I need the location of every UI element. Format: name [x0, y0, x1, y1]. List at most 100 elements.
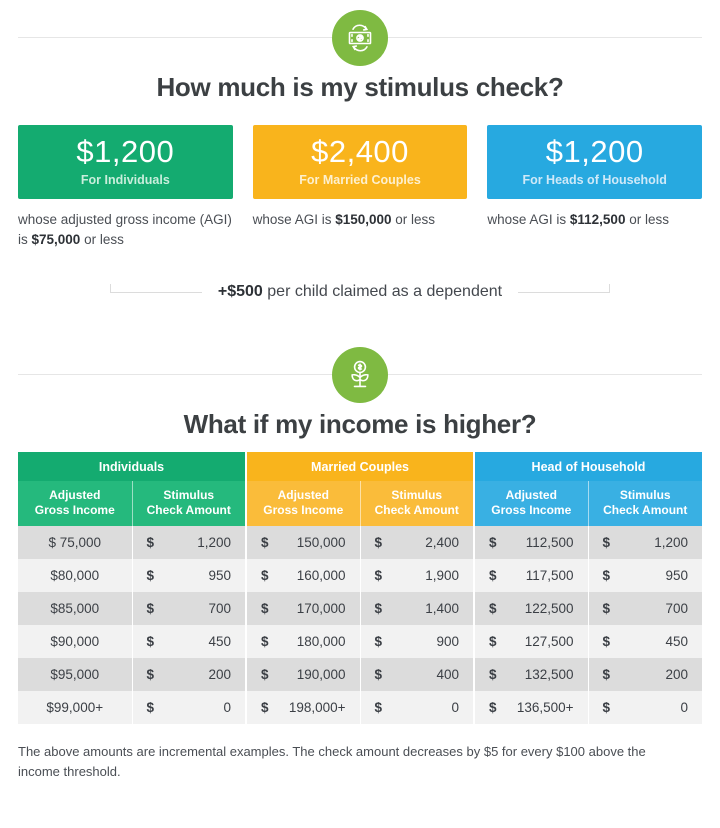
currency-symbol: $: [261, 634, 269, 650]
cell-married-agi: $198,000+: [245, 691, 360, 725]
cell-hoh-amount: $950: [587, 559, 702, 593]
column-header-line1: Stimulus: [391, 488, 443, 503]
column-header-line2: Gross Income: [34, 503, 115, 518]
amount-value: 400: [436, 667, 459, 683]
currency-symbol: $: [489, 601, 497, 617]
dependent-bonus-amount: +$500: [217, 283, 263, 301]
currency-symbol: $: [602, 700, 611, 716]
cell-individuals-agi: $95,000: [18, 658, 132, 692]
amount-value: 150,000: [296, 535, 346, 551]
currency-symbol: $: [261, 667, 269, 683]
column-header-line2: Check Amount: [146, 503, 231, 518]
cell-individuals-agi: $99,000+: [18, 691, 132, 725]
cell-hoh-agi: $136,500+: [473, 691, 588, 725]
table-row: $85,000 $700 $170,000 $1,400 $122,500 $7…: [18, 592, 702, 626]
group-header-individuals: Individuals: [18, 452, 246, 482]
currency-symbol: $: [602, 568, 611, 584]
card-body-heads-of-household: $1,200 For Heads of Household: [487, 125, 703, 199]
cell-individuals-amount: $450: [131, 625, 246, 659]
column-header-hoh-amount: Stimulus Check Amount: [587, 481, 702, 527]
currency-symbol: $: [146, 667, 155, 683]
card-label: For Individuals: [80, 172, 170, 187]
card-note: whose AGI is $112,500 or less: [487, 210, 702, 230]
section-two-header: What if my income is higher?: [18, 337, 702, 440]
currency-symbol: $: [261, 535, 269, 551]
currency-symbol: $: [146, 535, 155, 551]
cell-individuals-amount: $200: [131, 658, 246, 692]
currency-symbol: $: [374, 634, 383, 650]
currency-symbol: $: [602, 634, 611, 650]
currency-symbol: $: [602, 601, 611, 617]
amount-value: 1,200: [197, 535, 231, 551]
table-group-header-row: Individuals Married Couples Head of Hous…: [18, 452, 702, 482]
money-plant-growth-icon: [332, 347, 388, 404]
currency-symbol: $: [146, 700, 155, 716]
card-note-threshold: $112,500: [569, 212, 626, 227]
cell-individuals-agi: $ 75,000: [18, 526, 132, 560]
section-one-badge-wrap: [18, 0, 702, 76]
card-note-pre: whose AGI is: [487, 212, 570, 227]
section-two-badge-wrap: [18, 337, 702, 413]
cell-hoh-amount: $700: [587, 592, 702, 626]
card-label: For Married Couples: [299, 172, 421, 187]
amount-value: 132,500: [524, 667, 574, 683]
cell-married-amount: $900: [359, 625, 474, 659]
cell-hoh-amount: $200: [587, 658, 702, 692]
cell-hoh-agi: $112,500: [473, 526, 588, 560]
currency-symbol: $: [489, 535, 497, 551]
currency-symbol: $: [261, 601, 269, 617]
amount-value: 700: [208, 601, 231, 617]
cell-individuals-agi: $80,000: [18, 559, 132, 593]
cell-hoh-amount: $1,200: [587, 526, 702, 560]
amount-value: 1,900: [425, 568, 459, 584]
currency-symbol: $: [374, 568, 383, 584]
cell-married-agi: $160,000: [245, 559, 360, 593]
currency-symbol: $: [146, 568, 155, 584]
cell-married-amount: $1,900: [359, 559, 474, 593]
currency-symbol: $: [602, 535, 611, 551]
amount-value: 190,000: [296, 667, 346, 683]
section-two-title: What if my income is higher?: [183, 409, 537, 440]
amount-value: 160,000: [296, 568, 346, 584]
table-body: $ 75,000 $1,200 $150,000 $2,400 $112,500…: [18, 526, 702, 725]
group-header-head-of-household: Head of Household: [473, 452, 702, 482]
cell-individuals-agi: $90,000: [18, 625, 132, 659]
currency-symbol: $: [489, 700, 497, 716]
currency-symbol: $: [261, 700, 269, 716]
currency-symbol: $: [489, 568, 497, 584]
card-note: whose AGI is $150,000 or less: [253, 210, 468, 230]
amount-value: 200: [208, 667, 231, 683]
currency-symbol: $: [374, 700, 383, 716]
column-header-married-amount: Stimulus Check Amount: [359, 481, 474, 527]
cell-individuals-amount: $0: [131, 691, 246, 725]
money-bill-refresh-icon: [332, 10, 388, 66]
amount-value: 950: [208, 568, 231, 584]
amount-value: 127,500: [524, 634, 574, 650]
cell-married-agi: $180,000: [245, 625, 360, 659]
table-row: $95,000 $200 $190,000 $400 $132,500 $200: [18, 658, 702, 692]
amount-value: 900: [436, 634, 459, 650]
section-one-header: How much is my stimulus check?: [18, 0, 702, 103]
cell-individuals-amount: $950: [131, 559, 246, 593]
card-heads-of-household: $1,200 For Heads of Household whose AGI …: [487, 125, 703, 249]
card-note-pre: whose adjusted gross income (AGI) is: [18, 212, 232, 247]
cell-married-amount: $400: [359, 658, 474, 692]
amount-value: 0: [223, 700, 231, 716]
table-column-header-row: Adjusted Gross Income Stimulus Check Amo…: [18, 481, 702, 527]
amount-value: 122,500: [524, 601, 574, 617]
card-note-pre: whose AGI is: [252, 212, 336, 227]
column-header-line1: Stimulus: [619, 488, 671, 503]
cell-married-amount: $1,400: [359, 592, 474, 626]
amount-value: 117,500: [525, 568, 574, 584]
cell-hoh-agi: $122,500: [473, 592, 588, 626]
amount-value: 0: [680, 700, 688, 716]
section-one-title: How much is my stimulus check?: [156, 72, 564, 102]
currency-symbol: $: [146, 634, 155, 650]
table-row: $80,000 $950 $160,000 $1,900 $117,500 $9…: [18, 559, 702, 593]
amount-value: 700: [665, 601, 688, 617]
currency-symbol: $: [261, 568, 269, 584]
amount-value: 450: [208, 634, 231, 650]
card-note: whose adjusted gross income (AGI) is $75…: [18, 210, 233, 249]
amount-value: 112,500: [525, 535, 574, 551]
